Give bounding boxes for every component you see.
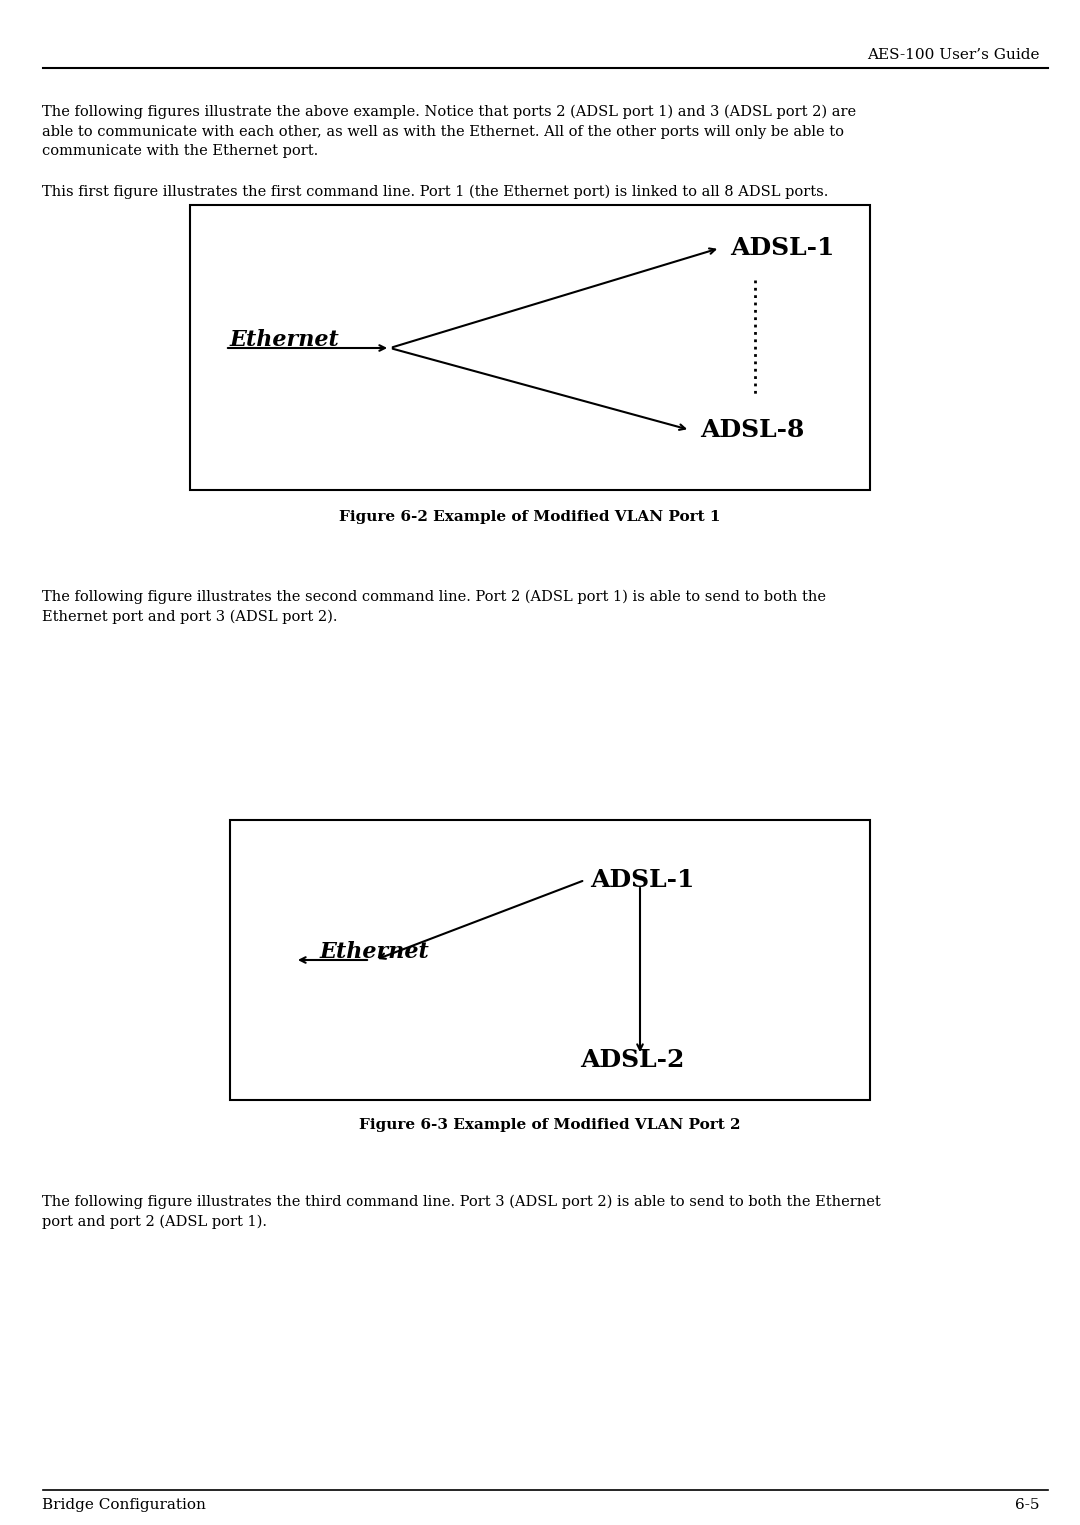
Text: 6-5: 6-5 bbox=[1015, 1498, 1040, 1511]
Text: Ethernet: Ethernet bbox=[320, 941, 430, 962]
Text: Figure 6-3 Example of Modified VLAN Port 2: Figure 6-3 Example of Modified VLAN Port… bbox=[360, 1118, 741, 1132]
Text: The following figures illustrate the above example. Notice that ports 2 (ADSL po: The following figures illustrate the abo… bbox=[42, 105, 856, 159]
Text: The following figure illustrates the second command line. Port 2 (ADSL port 1) i: The following figure illustrates the sec… bbox=[42, 590, 826, 624]
Bar bbox=[190, 204, 870, 490]
Text: ADSL-2: ADSL-2 bbox=[580, 1048, 685, 1072]
Text: ADSL-8: ADSL-8 bbox=[700, 418, 805, 442]
Text: Bridge Configuration: Bridge Configuration bbox=[42, 1498, 206, 1511]
Text: AES-100 User’s Guide: AES-100 User’s Guide bbox=[867, 47, 1040, 63]
Text: ADSL-1: ADSL-1 bbox=[730, 236, 835, 259]
Text: Figure 6-2 Example of Modified VLAN Port 1: Figure 6-2 Example of Modified VLAN Port… bbox=[339, 509, 720, 525]
Text: This first figure illustrates the first command line. Port 1 (the Ethernet port): This first figure illustrates the first … bbox=[42, 185, 828, 200]
Text: Ethernet: Ethernet bbox=[230, 329, 340, 351]
Text: ADSL-1: ADSL-1 bbox=[590, 868, 694, 892]
Bar bbox=[230, 820, 870, 1100]
Text: The following figure illustrates the third command line. Port 3 (ADSL port 2) is: The following figure illustrates the thi… bbox=[42, 1196, 881, 1229]
